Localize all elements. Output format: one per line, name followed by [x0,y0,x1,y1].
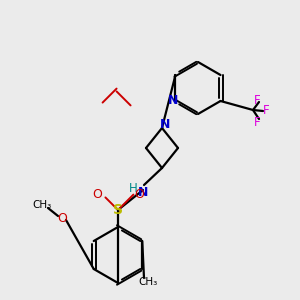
Text: O: O [57,212,67,224]
Text: F: F [254,94,260,106]
Text: O: O [92,188,102,200]
Text: H: H [129,182,137,196]
Text: N: N [168,94,179,107]
Text: N: N [138,187,148,200]
Text: S: S [113,203,123,217]
Text: CH₃: CH₃ [32,200,52,210]
Text: N: N [160,118,170,130]
Text: CH₃: CH₃ [138,277,158,287]
Text: F: F [263,104,269,118]
Text: O: O [134,188,144,200]
Text: F: F [254,116,260,128]
